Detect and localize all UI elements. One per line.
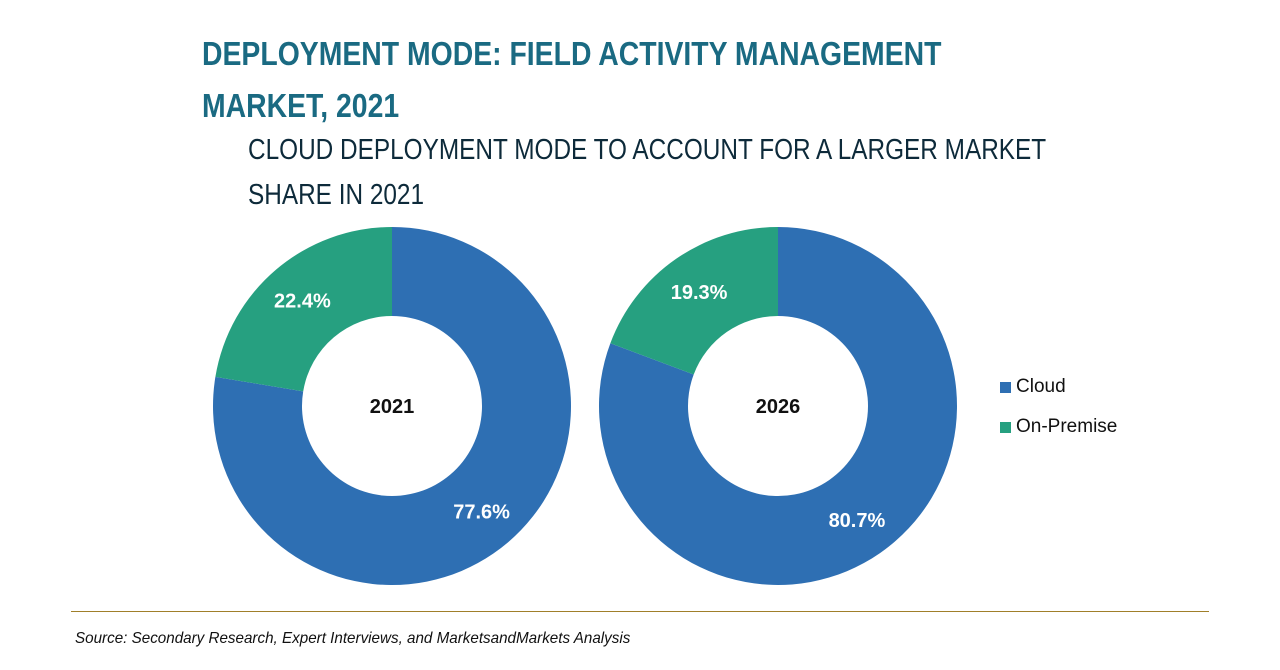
donut-center-label-2021: 2021 [370,396,415,418]
donut-2021-slice-cloud [212,227,571,585]
legend-swatch-cloud [1000,381,1011,393]
donut-2026-label-cloud: 80.7% [829,510,886,532]
legend-item-on-premise: On-Premise [1000,416,1117,438]
legend-label-cloud: Cloud [1016,376,1066,397]
donut-2021-label-cloud: 77.6% [453,502,510,524]
legend: Cloud On-Premise [1000,376,1117,456]
donut-2021-slice-on-premise [215,227,392,392]
legend-label-on-premise: On-Premise [1016,416,1118,437]
donut-center-label-2026: 2026 [756,396,801,418]
legend-item-cloud: Cloud [1000,376,1117,398]
donut-2021-label-on-premise: 22.4% [274,290,331,312]
donut-2026-slice-on-premise [610,227,778,375]
donut-2026-label-on-premise: 19.3% [671,282,728,304]
donut-2026-slice-cloud [599,227,958,586]
chart-title: DEPLOYMENT MODE: FIELD ACTIVITY MANAGEME… [202,35,942,124]
legend-swatch-on-premise [1000,421,1011,433]
source-note: Source: Secondary Research, Expert Inter… [75,630,631,647]
footer-divider [71,611,1209,612]
chart-subtitle: CLOUD DEPLOYMENT MODE TO ACCOUNT FOR A L… [248,134,1046,211]
